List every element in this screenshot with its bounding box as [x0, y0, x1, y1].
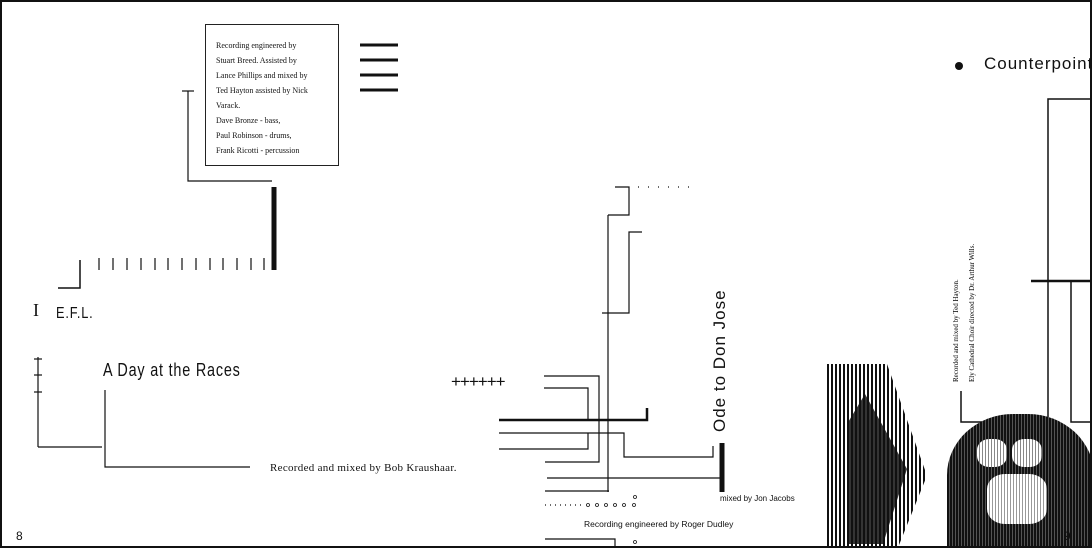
page-number-right: 9	[1064, 529, 1071, 543]
credit-line: Lance Phillips and mixed by	[216, 71, 308, 80]
credit-line: Varack.	[216, 101, 241, 110]
efl-marker: I	[33, 300, 39, 320]
connector-top-left	[182, 90, 272, 182]
credit-line: Paul Robinson - drums,	[216, 131, 292, 140]
track-title-ode: Ode to Don Jose	[710, 289, 729, 432]
connector-center	[499, 186, 722, 546]
plus-marks: ++++++	[451, 372, 506, 391]
thick-line-center	[499, 408, 649, 422]
engineer-credit: Recording engineered by Roger Dudley	[584, 519, 734, 529]
circle-marks	[586, 495, 637, 544]
credit-line: Frank Ricotti - percussion	[216, 146, 300, 155]
credit-ode: mixed by Jon Jacobs	[720, 494, 795, 503]
credit-line: Dave Bronze - bass,	[216, 116, 281, 125]
credit-counterpoint: Recorded and mixed by Ted Hayton. Ely Ca…	[948, 244, 980, 382]
credit-line: Ely Cathedral Choir directed by Dr. Arth…	[968, 243, 976, 382]
track-title-races: A Day at the Races	[103, 360, 241, 380]
menu-bars-icon	[360, 43, 398, 92]
track-title-efl: E.F.L.	[56, 305, 94, 322]
track-title-counterpoint: Counterpoint	[984, 54, 1092, 73]
credits-box: Recording engineered by Stuart Breed. As…	[205, 24, 339, 166]
credit-line: Ted Hayton assisted by Nick	[216, 86, 308, 95]
credit-line: Recorded and mixed by Ted Hayton.	[952, 279, 960, 382]
credit-line: Recording engineered by	[216, 41, 297, 50]
tick-row	[98, 258, 265, 270]
connector-races	[34, 357, 250, 468]
halftone-photo	[827, 364, 1090, 546]
page-number-left: 8	[16, 529, 23, 543]
step-line	[58, 260, 81, 289]
credit-races: Recorded and mixed by Bob Kraushaar.	[270, 462, 457, 474]
dotted-line	[545, 186, 698, 506]
credit-line: Stuart Breed. Assisted by	[216, 56, 297, 65]
bullet-icon	[955, 62, 963, 70]
